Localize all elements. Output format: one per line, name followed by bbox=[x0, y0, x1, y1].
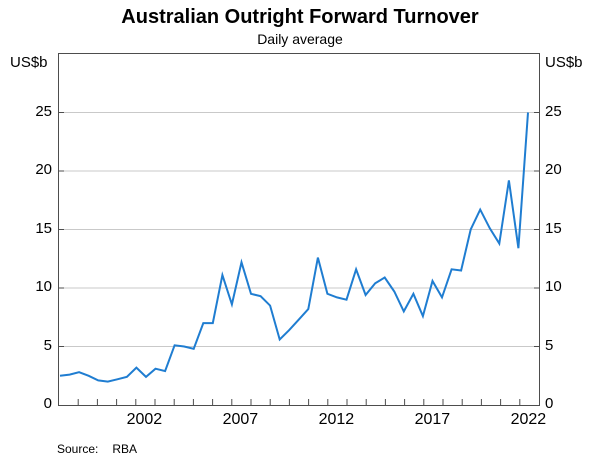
x-axis-label-2007: 2007 bbox=[222, 411, 259, 428]
y-axis-label-right-20: 20 bbox=[545, 161, 562, 178]
y-axis-label-right-25: 25 bbox=[545, 102, 562, 120]
chart-title: Australian Outright Forward Turnover bbox=[121, 6, 479, 28]
y-axis-label-left-25: 25 bbox=[35, 102, 52, 120]
x-axis-label-2022: 2022 bbox=[510, 411, 547, 428]
y-axis-label-left-5: 5 bbox=[43, 336, 52, 354]
y-axis-label-left-20: 20 bbox=[35, 161, 52, 178]
y-axis-label-right-5: 5 bbox=[545, 336, 554, 354]
y-axis-label-left-0: 0 bbox=[43, 395, 52, 412]
x-axis-label-2017: 2017 bbox=[414, 411, 451, 428]
source-label: Source: bbox=[57, 442, 99, 456]
y-axis-label-right-15: 15 bbox=[545, 219, 562, 237]
y-axis-unit-left: US$b bbox=[10, 54, 48, 71]
source-value: RBA bbox=[112, 442, 138, 456]
plot-canvas bbox=[59, 112, 539, 405]
y-axis-label-left-15: 15 bbox=[35, 219, 52, 237]
source-note: Source: RBA bbox=[57, 442, 137, 456]
chart-subtitle: Daily average bbox=[257, 31, 343, 47]
x-axis-label-2012: 2012 bbox=[318, 411, 355, 428]
y-axis-unit-right: US$b bbox=[545, 54, 583, 71]
plot-area bbox=[58, 53, 540, 406]
y-axis-label-left-10: 10 bbox=[35, 278, 52, 295]
turnover-line-series bbox=[59, 112, 529, 383]
y-axis-label-right-0: 0 bbox=[545, 395, 554, 412]
x-axis-label-2002: 2002 bbox=[126, 411, 163, 428]
y-axis-label-right-10: 10 bbox=[545, 278, 562, 295]
